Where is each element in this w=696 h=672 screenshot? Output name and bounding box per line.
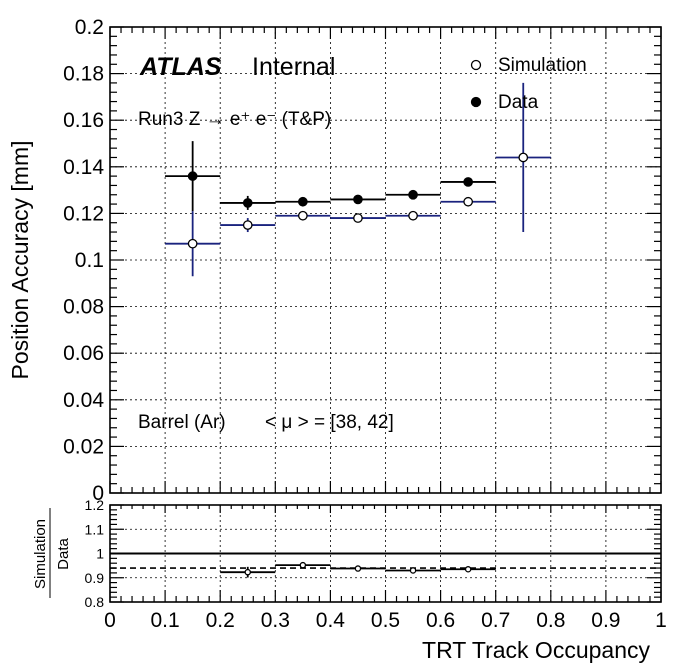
data-point-2 [297, 196, 308, 207]
data-point-4 [408, 189, 418, 200]
main-y-tick-label: 0.1 [75, 249, 104, 272]
simulation-point-1 [242, 220, 253, 230]
y-axis-title: Position Accuracy [mm] [7, 140, 33, 379]
main-panel-grid [110, 27, 661, 493]
main-y-tick-label: 0 [92, 482, 104, 505]
data-point-0 [187, 171, 198, 181]
legend-data-label: Data [498, 92, 539, 113]
legend: Simulation Data [470, 55, 587, 113]
x-tick-label: 0.8 [536, 609, 565, 632]
main-y-tick-label: 0.16 [63, 109, 104, 132]
simulation-point-3 [353, 213, 363, 223]
ratio-point-4 [464, 566, 472, 573]
ratio-y-tick-labels: 0.8 0.9 1 1.1 1.2 [85, 497, 105, 610]
x-tick-label: 0.1 [150, 609, 179, 632]
ratio-y-tick-label: 0.9 [85, 570, 105, 586]
x-axis-title: TRT Track Occupancy [422, 637, 650, 663]
series-data [165, 141, 496, 212]
ratio-point-0 [244, 568, 251, 576]
pileup-label: < μ > = [38, 42] [265, 412, 394, 433]
series-ratio [220, 561, 496, 578]
ratio-y-tick-label: 1 [96, 546, 104, 562]
simulation-point-6 [518, 152, 529, 163]
x-tick-label: 0.7 [481, 609, 510, 632]
main-y-tick-label: 0.12 [63, 202, 104, 225]
ratio-y-title-numerator: Simulation [32, 519, 49, 589]
ratio-y-tick-label: 1.1 [85, 521, 105, 537]
x-tick-label: 1 [655, 609, 667, 632]
main-panel-ticks [109, 26, 662, 494]
x-tick-label: 0.3 [261, 609, 290, 632]
process-label: Run3 Z → e⁺ e⁻ (T&P) [138, 109, 331, 130]
experiment-label: ATLAS [139, 53, 222, 81]
data-point-3 [353, 194, 363, 205]
status-label: Internal [252, 53, 335, 81]
legend-simulation-marker [470, 59, 482, 71]
ratio-y-tick-label: 0.8 [85, 594, 105, 610]
main-y-tick-label: 0.08 [63, 296, 104, 319]
x-tick-label: 0.4 [316, 609, 346, 632]
main-y-tick-label: 0.02 [63, 435, 104, 458]
x-tick-label: 0.9 [591, 609, 620, 632]
legend-data-marker [470, 96, 482, 108]
simulation-point-5 [463, 196, 473, 207]
legend-simulation-label: Simulation [498, 55, 587, 76]
main-y-tick-label: 0.18 [63, 63, 104, 86]
main-y-tick-label: 0.04 [63, 389, 104, 412]
data-point-1 [242, 198, 253, 208]
main-y-tick-label: 0.2 [75, 16, 104, 39]
ratio-point-3 [409, 567, 417, 574]
simulation-point-4 [408, 210, 418, 221]
x-tick-label: 0.2 [206, 609, 235, 632]
ratio-y-title-denominator: Data [55, 538, 72, 570]
ratio-y-tick-label: 1.2 [85, 497, 105, 513]
ratio-point-1 [299, 561, 307, 569]
ratio-panel-ticks [109, 504, 662, 603]
series-simulation [165, 82, 551, 277]
x-tick-labels: 0 0.1 0.2 0.3 0.4 0.5 0.6 0.7 0.8 0.9 1 [104, 609, 667, 632]
x-tick-label: 0.6 [426, 609, 455, 632]
main-y-tick-label: 0.06 [63, 342, 104, 365]
x-tick-label: 0.5 [371, 609, 400, 632]
main-y-tick-labels: 0 0.02 0.04 0.06 0.08 0.1 0.12 0.14 0.16 0.18 0.2 [63, 16, 104, 505]
main-y-tick-label: 0.14 [63, 156, 104, 179]
x-tick-label: 0 [104, 609, 116, 632]
ratio-point-2 [354, 565, 362, 572]
region-label: Barrel (Ar) [138, 412, 226, 433]
data-point-5 [463, 177, 473, 187]
simulation-point-0 [187, 238, 198, 249]
simulation-point-2 [297, 210, 308, 221]
